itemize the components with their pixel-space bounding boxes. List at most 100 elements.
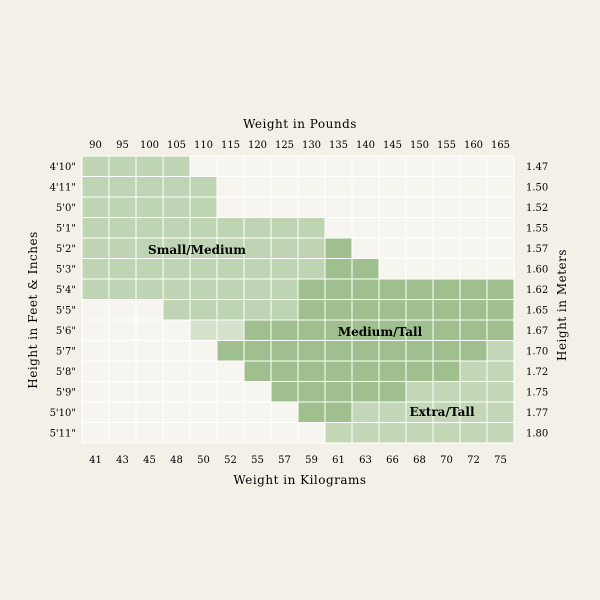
grid-cell <box>217 422 244 443</box>
y-right-tick-label: 1.70 <box>526 346 548 357</box>
x-top-tick-label: 130 <box>302 140 321 151</box>
y-left-tick-label: 5'7" <box>56 346 76 357</box>
grid-cell <box>82 217 109 238</box>
grid-cell <box>163 361 190 382</box>
grid-cell <box>460 361 487 382</box>
x-bottom-tick-label: 59 <box>305 455 318 466</box>
grid-cell <box>379 176 406 197</box>
grid-cell <box>406 381 433 402</box>
grid-cell <box>460 381 487 402</box>
grid-cell <box>460 238 487 259</box>
y-right-tick-label: 1.47 <box>526 162 548 173</box>
grid-cell <box>487 320 514 341</box>
grid-cell <box>406 156 433 177</box>
x-top-tick-label: 125 <box>275 140 294 151</box>
grid-cell <box>433 197 460 218</box>
grid-cell <box>460 340 487 361</box>
x-bottom-tick-label: 66 <box>386 455 399 466</box>
y-left-tick-label: 5'1" <box>56 223 76 234</box>
x-top-tick-label: 140 <box>356 140 375 151</box>
grid-cell <box>487 197 514 218</box>
grid-cell <box>163 402 190 423</box>
grid-cell <box>298 320 325 341</box>
x-top-tick-label: 135 <box>329 140 348 151</box>
grid-cell <box>460 299 487 320</box>
x-top-tick-label: 145 <box>383 140 402 151</box>
grid-cell <box>433 320 460 341</box>
grid-cell <box>487 422 514 443</box>
grid-cell <box>325 361 352 382</box>
grid-cell <box>217 258 244 279</box>
grid-cell <box>82 402 109 423</box>
grid-cell <box>352 217 379 238</box>
grid-cell <box>217 217 244 238</box>
grid-cell <box>298 381 325 402</box>
grid-cell <box>271 422 298 443</box>
grid-cell <box>82 422 109 443</box>
grid-cell <box>271 217 298 238</box>
grid-cell <box>190 238 217 259</box>
grid-cell <box>325 238 352 259</box>
grid-cell <box>325 320 352 341</box>
grid-cell <box>190 156 217 177</box>
grid-cell <box>460 197 487 218</box>
x-bottom-tick-label: 43 <box>116 455 129 466</box>
grid-cell <box>271 238 298 259</box>
chart-cells <box>82 156 514 443</box>
chart-gridlines <box>81 155 515 444</box>
y-left-tick-label: 5'5" <box>56 305 76 316</box>
grid-cell <box>109 238 136 259</box>
y-right-tick-label: 1.65 <box>526 305 548 316</box>
grid-cell <box>190 176 217 197</box>
grid-cell <box>406 217 433 238</box>
grid-cell <box>244 299 271 320</box>
x-top-tick-label: 100 <box>140 140 159 151</box>
grid-cell <box>460 176 487 197</box>
grid-cell <box>271 156 298 177</box>
grid-cell <box>244 156 271 177</box>
grid-cell <box>433 402 460 423</box>
grid-cell <box>163 381 190 402</box>
grid-cell <box>190 361 217 382</box>
grid-cell <box>190 217 217 238</box>
grid-cell <box>298 238 325 259</box>
grid-cell <box>352 381 379 402</box>
y-right-tick-label: 1.77 <box>526 408 548 419</box>
grid-cell <box>217 402 244 423</box>
x-bottom-tick-label: 68 <box>413 455 426 466</box>
y-right-tick-label: 1.50 <box>526 182 548 193</box>
grid-cell <box>109 299 136 320</box>
grid-cell <box>136 361 163 382</box>
x-top-tick-label: 165 <box>491 140 510 151</box>
grid-cell <box>190 299 217 320</box>
grid-cell <box>82 238 109 259</box>
grid-cell <box>109 197 136 218</box>
grid-cell <box>244 217 271 238</box>
grid-cell <box>190 340 217 361</box>
grid-cell <box>298 299 325 320</box>
grid-cell <box>487 217 514 238</box>
x-top-tick-label: 150 <box>410 140 429 151</box>
grid-cell <box>460 422 487 443</box>
x-top-tick-label: 90 <box>89 140 102 151</box>
x-bottom-tick-label: 50 <box>197 455 210 466</box>
grid-cell <box>460 217 487 238</box>
y-left-tick-label: 5'9" <box>56 387 76 398</box>
grid-cell <box>109 381 136 402</box>
y-left-tick-label: 4'11" <box>50 182 76 193</box>
grid-cell <box>82 279 109 300</box>
grid-cell <box>244 422 271 443</box>
grid-cell <box>352 320 379 341</box>
grid-cell <box>487 402 514 423</box>
grid-cell <box>217 279 244 300</box>
grid-cell <box>406 299 433 320</box>
x-bottom-tick-label: 48 <box>170 455 183 466</box>
grid-cell <box>433 422 460 443</box>
grid-cell <box>325 381 352 402</box>
grid-cell <box>487 381 514 402</box>
grid-cell <box>325 176 352 197</box>
grid-cell <box>406 320 433 341</box>
grid-cell <box>136 402 163 423</box>
grid-cell <box>109 320 136 341</box>
grid-cell <box>82 176 109 197</box>
